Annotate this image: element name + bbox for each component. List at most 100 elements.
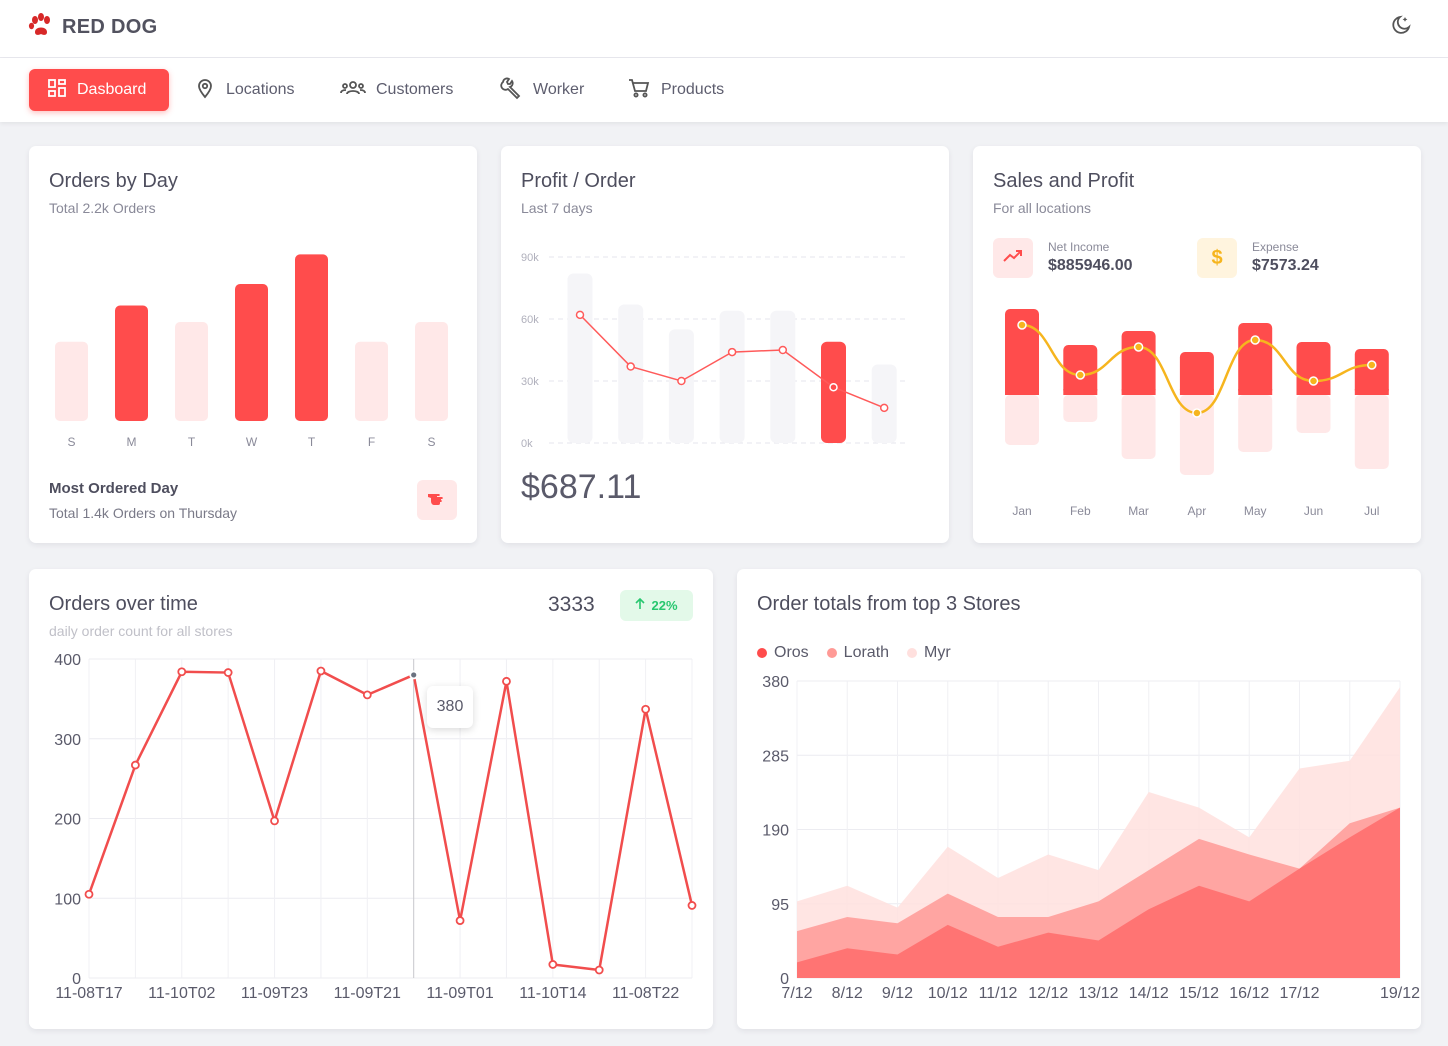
trend-point (1017, 320, 1027, 330)
legend-label: Oros (774, 644, 809, 661)
y-tick-label: 0 (72, 971, 81, 988)
trend-point (1308, 376, 1319, 386)
nav-item-dashboard[interactable]: Dasboard (29, 69, 169, 111)
line-point (270, 816, 279, 826)
loss-bar (1354, 395, 1389, 469)
cart-icon (627, 76, 651, 105)
profit-bar-base (1121, 389, 1156, 395)
card-title: Orders by Day (49, 170, 178, 192)
x-tick-label: Jul (1364, 504, 1379, 518)
bar (295, 254, 328, 421)
legend-label: Myr (924, 644, 951, 661)
loss-bar (1063, 395, 1098, 422)
most-ordered-action-button[interactable] (417, 480, 457, 520)
nav-bar: Dasboard Locations Customers Worker (0, 58, 1448, 122)
loss-bar (1238, 395, 1273, 452)
sales-profit-card: Sales and Profit For all locations Net I… (973, 146, 1421, 543)
x-tick-label: May (1244, 504, 1267, 518)
profit-bar-base (1354, 389, 1389, 395)
y-tick-label: 30k (521, 376, 539, 388)
trending-up-icon (1003, 249, 1023, 268)
bar (235, 284, 268, 421)
profit-order-card: Profit / Order Last 7 days 0k 30k 60k 90k $… (501, 146, 949, 543)
profit-bar-base (1063, 389, 1098, 395)
bar (55, 341, 88, 421)
line-point (362, 690, 372, 700)
x-tick-label: Apr (1188, 504, 1207, 518)
chart-legend: Oros Lorath Myr (757, 644, 951, 662)
card-subtitle: Total 2.2k Orders (49, 200, 156, 216)
theme-toggle-button[interactable] (1388, 14, 1414, 40)
nav-label: Locations (226, 81, 295, 98)
top-stores-card: Order totals from top 3 Stores Oros Lora… (737, 569, 1421, 1029)
legend-item-oros[interactable]: Oros (757, 644, 809, 662)
legend-item-lorath[interactable]: Lorath (826, 644, 889, 662)
x-tick-label: 8/12 (832, 985, 863, 1002)
y-tick-label: 300 (54, 732, 81, 749)
loss-bar (1121, 395, 1156, 459)
line-point (575, 310, 585, 320)
x-tick-label: 11-09T23 (241, 985, 308, 1002)
bar (668, 329, 694, 443)
bar (115, 305, 148, 421)
line-point (829, 382, 838, 392)
x-tick-label: 14/12 (1129, 985, 1169, 1002)
line-point (223, 668, 233, 677)
card-subtitle: Last 7 days (521, 200, 593, 216)
orders-over-time-chart[interactable]: 0 100 200 300 400 11-08T17 11-10T02 11-09T23 11-… (29, 569, 713, 1029)
line-point (177, 667, 187, 677)
line-point (626, 362, 635, 371)
profit-order-chart: 0k 30k 60k 90k (521, 252, 907, 450)
x-tick-label: 12/12 (1028, 985, 1068, 1002)
y-tick-label: 200 (54, 812, 81, 829)
x-tick-label: 11-08T22 (612, 985, 679, 1002)
line-point (409, 670, 419, 680)
x-tick-label: 13/12 (1078, 985, 1118, 1002)
nav-item-locations[interactable]: Locations (176, 69, 313, 111)
x-tick-label: T (308, 435, 316, 449)
orders-line (87, 669, 694, 972)
profit-bar (1179, 352, 1214, 395)
profit-bar (1063, 345, 1098, 395)
y-tick-label: 380 (762, 674, 789, 691)
x-tick-label: M (127, 435, 137, 449)
pointing-hand-icon (427, 490, 447, 511)
legend-dot (907, 648, 918, 658)
line-point (677, 376, 686, 386)
x-tick-label: 11-10T02 (148, 985, 215, 1002)
bar (355, 341, 388, 421)
bar (415, 322, 448, 421)
trend-point (1133, 342, 1144, 352)
x-tick-label: 11/12 (979, 985, 1018, 1002)
orders-total: 3333 (548, 593, 595, 616)
line-point (548, 960, 558, 969)
line-point (879, 403, 889, 413)
most-ordered-subtitle: Total 1.4k Orders on Thursday (49, 505, 238, 521)
line-point (594, 965, 604, 975)
nav-label: Products (661, 81, 725, 98)
expense-icon-box: $ (1197, 238, 1237, 278)
nav-item-products[interactable]: Products (609, 69, 742, 111)
x-tick-label: 11-08T17 (55, 985, 122, 1002)
brand[interactable]: RED DOG (28, 12, 157, 43)
card-title: Order totals from top 3 Stores (757, 593, 1021, 615)
nav-item-customers[interactable]: Customers (322, 69, 471, 111)
legend-item-myr[interactable]: Myr (907, 644, 951, 662)
x-tick-label: S (67, 435, 75, 449)
change-badge: 22% (620, 590, 693, 621)
line-point (778, 345, 788, 355)
line-point (727, 347, 737, 357)
profit-bar (1238, 323, 1273, 395)
nav-item-worker[interactable]: Worker (481, 69, 602, 111)
legend-dot (757, 648, 767, 658)
y-tick-label: 285 (762, 748, 789, 765)
profit-bar (1354, 349, 1389, 395)
x-tick-label: W (246, 435, 258, 449)
card-title: Profit / Order (521, 170, 636, 192)
bar (821, 341, 846, 443)
x-tick-label: 11-09T01 (426, 985, 493, 1002)
profit-bar-base (1296, 389, 1331, 395)
bar (770, 310, 796, 443)
nav-label: Customers (376, 81, 454, 98)
